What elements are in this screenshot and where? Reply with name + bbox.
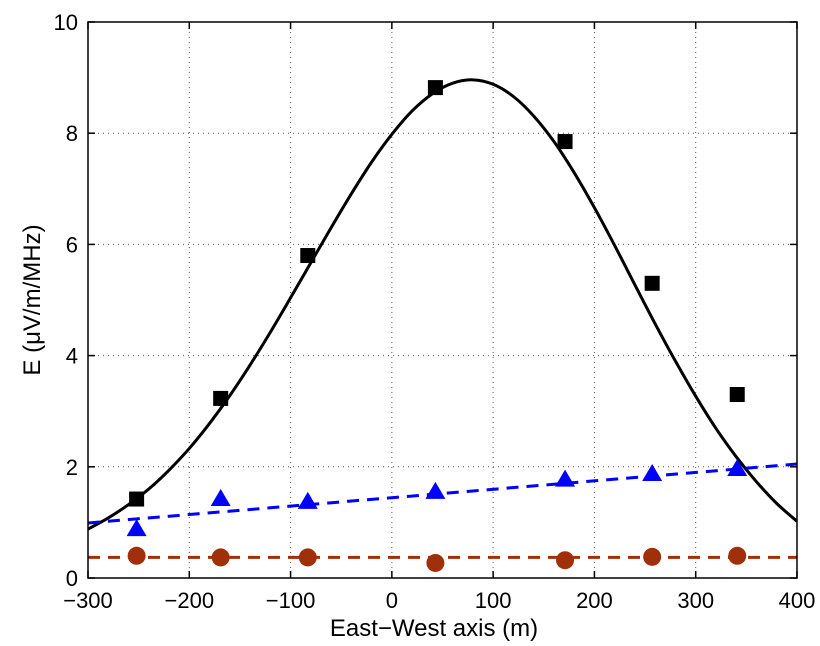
- square-marker: [557, 134, 573, 150]
- circle-marker: [426, 553, 445, 572]
- triangle-marker: [297, 491, 318, 509]
- x-tick-label: −200: [165, 588, 215, 613]
- grid: [88, 22, 797, 578]
- triangle-marker: [642, 464, 663, 482]
- axis-ticks: [87, 21, 798, 579]
- x-tick-label: 100: [475, 588, 512, 613]
- x-tick-label: 400: [779, 588, 816, 613]
- y-tick-label: 8: [66, 121, 78, 146]
- y-tick-label: 2: [66, 455, 78, 480]
- circle-marker: [728, 546, 747, 565]
- x-axis-label: East−West axis (m): [330, 615, 538, 642]
- x-tick-label: −100: [266, 588, 316, 613]
- square-marker: [213, 390, 229, 406]
- square-marker: [300, 248, 316, 264]
- y-tick-label: 4: [66, 344, 78, 369]
- square-marker: [644, 275, 660, 291]
- x-tick-label: 300: [677, 588, 714, 613]
- y-tick-label: 10: [54, 10, 78, 35]
- square-marker: [427, 80, 443, 96]
- triangle-marker: [126, 519, 147, 537]
- y-tick-label: 6: [66, 232, 78, 257]
- tick-labels: −300 −200 −100 0 100 200 300 400 0 2 4 6 8 10: [54, 10, 816, 613]
- triangle-marker: [210, 489, 231, 507]
- plot-frame: [87, 21, 798, 579]
- x-tick-label: 200: [576, 588, 613, 613]
- square-marker: [129, 491, 145, 507]
- y-axis-label: E (μV/m/MHz): [19, 224, 46, 375]
- circle-marker: [211, 548, 230, 567]
- circle-marker: [298, 548, 317, 567]
- triangle-marker: [727, 459, 748, 477]
- x-tick-label: −300: [63, 588, 113, 613]
- y-tick-label: 0: [66, 566, 78, 591]
- circle-marker: [556, 551, 575, 570]
- square-marker: [729, 387, 745, 403]
- triangle-marker: [425, 481, 446, 499]
- data-markers: [126, 80, 748, 572]
- circle-marker: [127, 546, 146, 565]
- x-tick-label: 0: [386, 588, 398, 613]
- triangle-marker: [555, 469, 576, 487]
- circle-marker: [643, 547, 662, 566]
